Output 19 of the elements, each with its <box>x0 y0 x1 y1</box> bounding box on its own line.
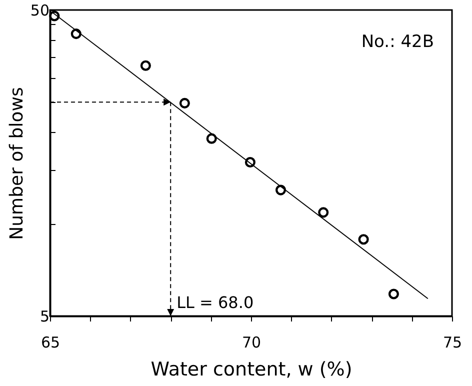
point <box>49 10 60 22</box>
y-tick-label: 5 <box>40 308 50 326</box>
point <box>206 133 217 144</box>
x-axis-title: Water content, w (%) <box>150 358 352 380</box>
point <box>179 98 190 108</box>
annotation: LL = 68.0 <box>176 293 254 312</box>
point <box>275 184 286 196</box>
point <box>318 207 329 218</box>
annotation: No.: 42B <box>361 32 434 52</box>
x-tick-label: 65 <box>40 334 60 352</box>
y-axis-title: Number of blows <box>6 87 28 240</box>
point <box>244 156 256 168</box>
x-tick-label: 70 <box>242 334 262 352</box>
x-tick-label: 75 <box>442 334 462 352</box>
y-tick-label: 50 <box>30 2 50 20</box>
point <box>358 234 369 245</box>
point <box>140 60 151 71</box>
point <box>70 28 82 40</box>
point <box>388 288 399 300</box>
